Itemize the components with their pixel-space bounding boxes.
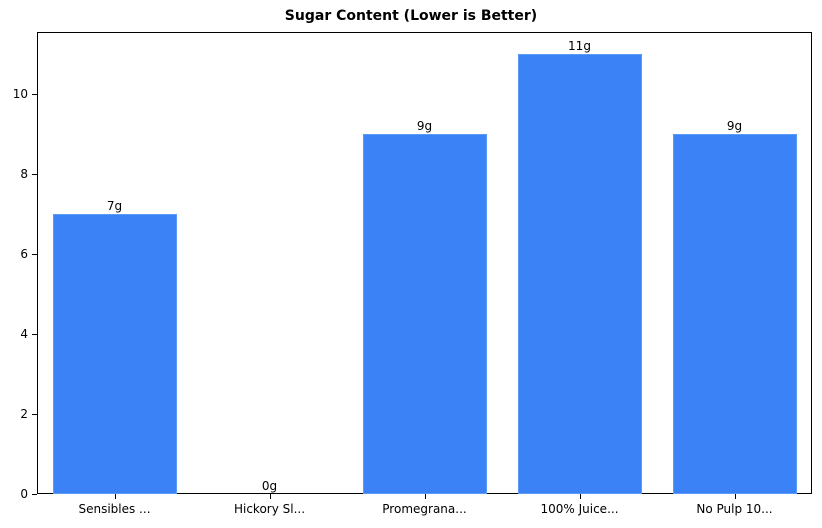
y-tick-label: 6 bbox=[20, 247, 28, 261]
x-tick bbox=[734, 494, 736, 499]
y-tick bbox=[32, 254, 37, 255]
x-tick-label: Sensibles ... bbox=[78, 502, 151, 516]
bar-value-label: 11g bbox=[568, 39, 591, 53]
x-tick-label: Promegrana... bbox=[382, 502, 467, 516]
x-tick-label: Hickory Sl... bbox=[233, 502, 306, 516]
y-tick bbox=[32, 494, 37, 495]
x-tick bbox=[269, 494, 271, 499]
y-tick-label: 2 bbox=[20, 407, 28, 421]
y-tick-label: 10 bbox=[12, 87, 28, 101]
bar bbox=[52, 214, 177, 494]
y-tick bbox=[32, 174, 37, 175]
x-tick-label: 100% Juice... bbox=[540, 502, 619, 516]
y-tick-label: 8 bbox=[20, 167, 28, 181]
bar bbox=[517, 54, 642, 494]
y-tick-label: 0 bbox=[20, 487, 28, 501]
x-tick bbox=[579, 494, 581, 499]
x-tick-label: No Pulp 10... bbox=[696, 502, 773, 516]
chart-title: Sugar Content (Lower is Better) bbox=[284, 8, 538, 24]
bar bbox=[672, 134, 797, 494]
bar-value-label: 7g bbox=[106, 199, 123, 213]
y-tick bbox=[32, 94, 37, 95]
bar-value-label: 0g bbox=[261, 479, 278, 493]
bar bbox=[362, 134, 487, 494]
y-tick bbox=[32, 334, 37, 335]
bar-value-label: 9g bbox=[726, 119, 743, 133]
x-tick bbox=[424, 494, 426, 499]
y-tick-label: 4 bbox=[20, 327, 28, 341]
bar-value-label: 9g bbox=[416, 119, 433, 133]
y-tick bbox=[32, 414, 37, 415]
x-tick bbox=[114, 494, 116, 499]
